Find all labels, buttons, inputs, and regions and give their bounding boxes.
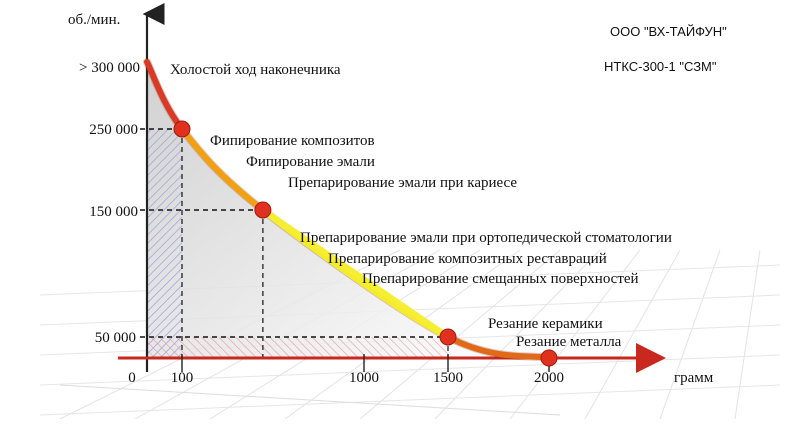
annotation-composite-restorations: Препарирование композитных реставраций xyxy=(328,251,607,267)
annotation-finishing-composites: Фипирование композитов xyxy=(210,133,375,149)
y-tick-label: 250 000 xyxy=(89,122,138,138)
grid-line xyxy=(509,249,641,420)
annotation-metal-cutting: Резание металла xyxy=(516,334,622,350)
grid-line xyxy=(659,249,721,420)
data-points xyxy=(173,120,558,367)
curve-segment xyxy=(179,126,266,213)
company-name: ООО "ВХ-ТАЙФУН" xyxy=(610,24,727,39)
grid-line xyxy=(59,384,561,416)
data-point xyxy=(540,349,558,367)
model-name: НТКС-300-1 "СЗМ" xyxy=(604,59,717,74)
curve-segment xyxy=(259,207,451,340)
y-tick-label: 50 000 xyxy=(95,330,136,346)
x-tick-label: 1000 xyxy=(349,370,379,386)
annotation-orthopedic-prep: Препарирование эмали при ортопедической … xyxy=(300,230,672,246)
grid-line xyxy=(434,249,601,420)
dashed-guides xyxy=(140,128,449,358)
grid-line xyxy=(584,249,681,420)
annotation-finishing-enamel: Фипирование эмали xyxy=(246,154,375,170)
annotation-ceramics-cutting: Резание керамики xyxy=(488,316,603,332)
grid-line xyxy=(39,384,781,416)
annotation-caries-prep: Препарирование эмали при кариесе xyxy=(288,175,517,191)
annotation-idle: Холостой ход наконечника xyxy=(170,62,341,78)
hatched-region-bottom xyxy=(147,337,448,358)
x-tick-label: 0 xyxy=(128,370,136,386)
data-point xyxy=(173,120,191,138)
data-point xyxy=(439,328,457,346)
y-tick-label: 150 000 xyxy=(89,204,138,220)
hatched-region-left xyxy=(147,129,182,358)
annotation-mixed-surfaces: Препарирование смещанных поверхностей xyxy=(362,271,639,287)
x-tick-label: 2000 xyxy=(534,370,564,386)
grid-line xyxy=(734,249,761,420)
y-tick-label: > 300 000 xyxy=(79,60,140,76)
data-point xyxy=(254,201,272,219)
y-axis-label: об./мин. xyxy=(68,12,120,28)
curve-segment xyxy=(144,59,185,132)
x-axis-label: грамм xyxy=(674,370,714,386)
x-tick-label: 1500 xyxy=(433,370,463,386)
area-under-curve xyxy=(147,62,549,358)
x-tick-label: 100 xyxy=(171,370,194,386)
grid-line xyxy=(359,249,561,420)
